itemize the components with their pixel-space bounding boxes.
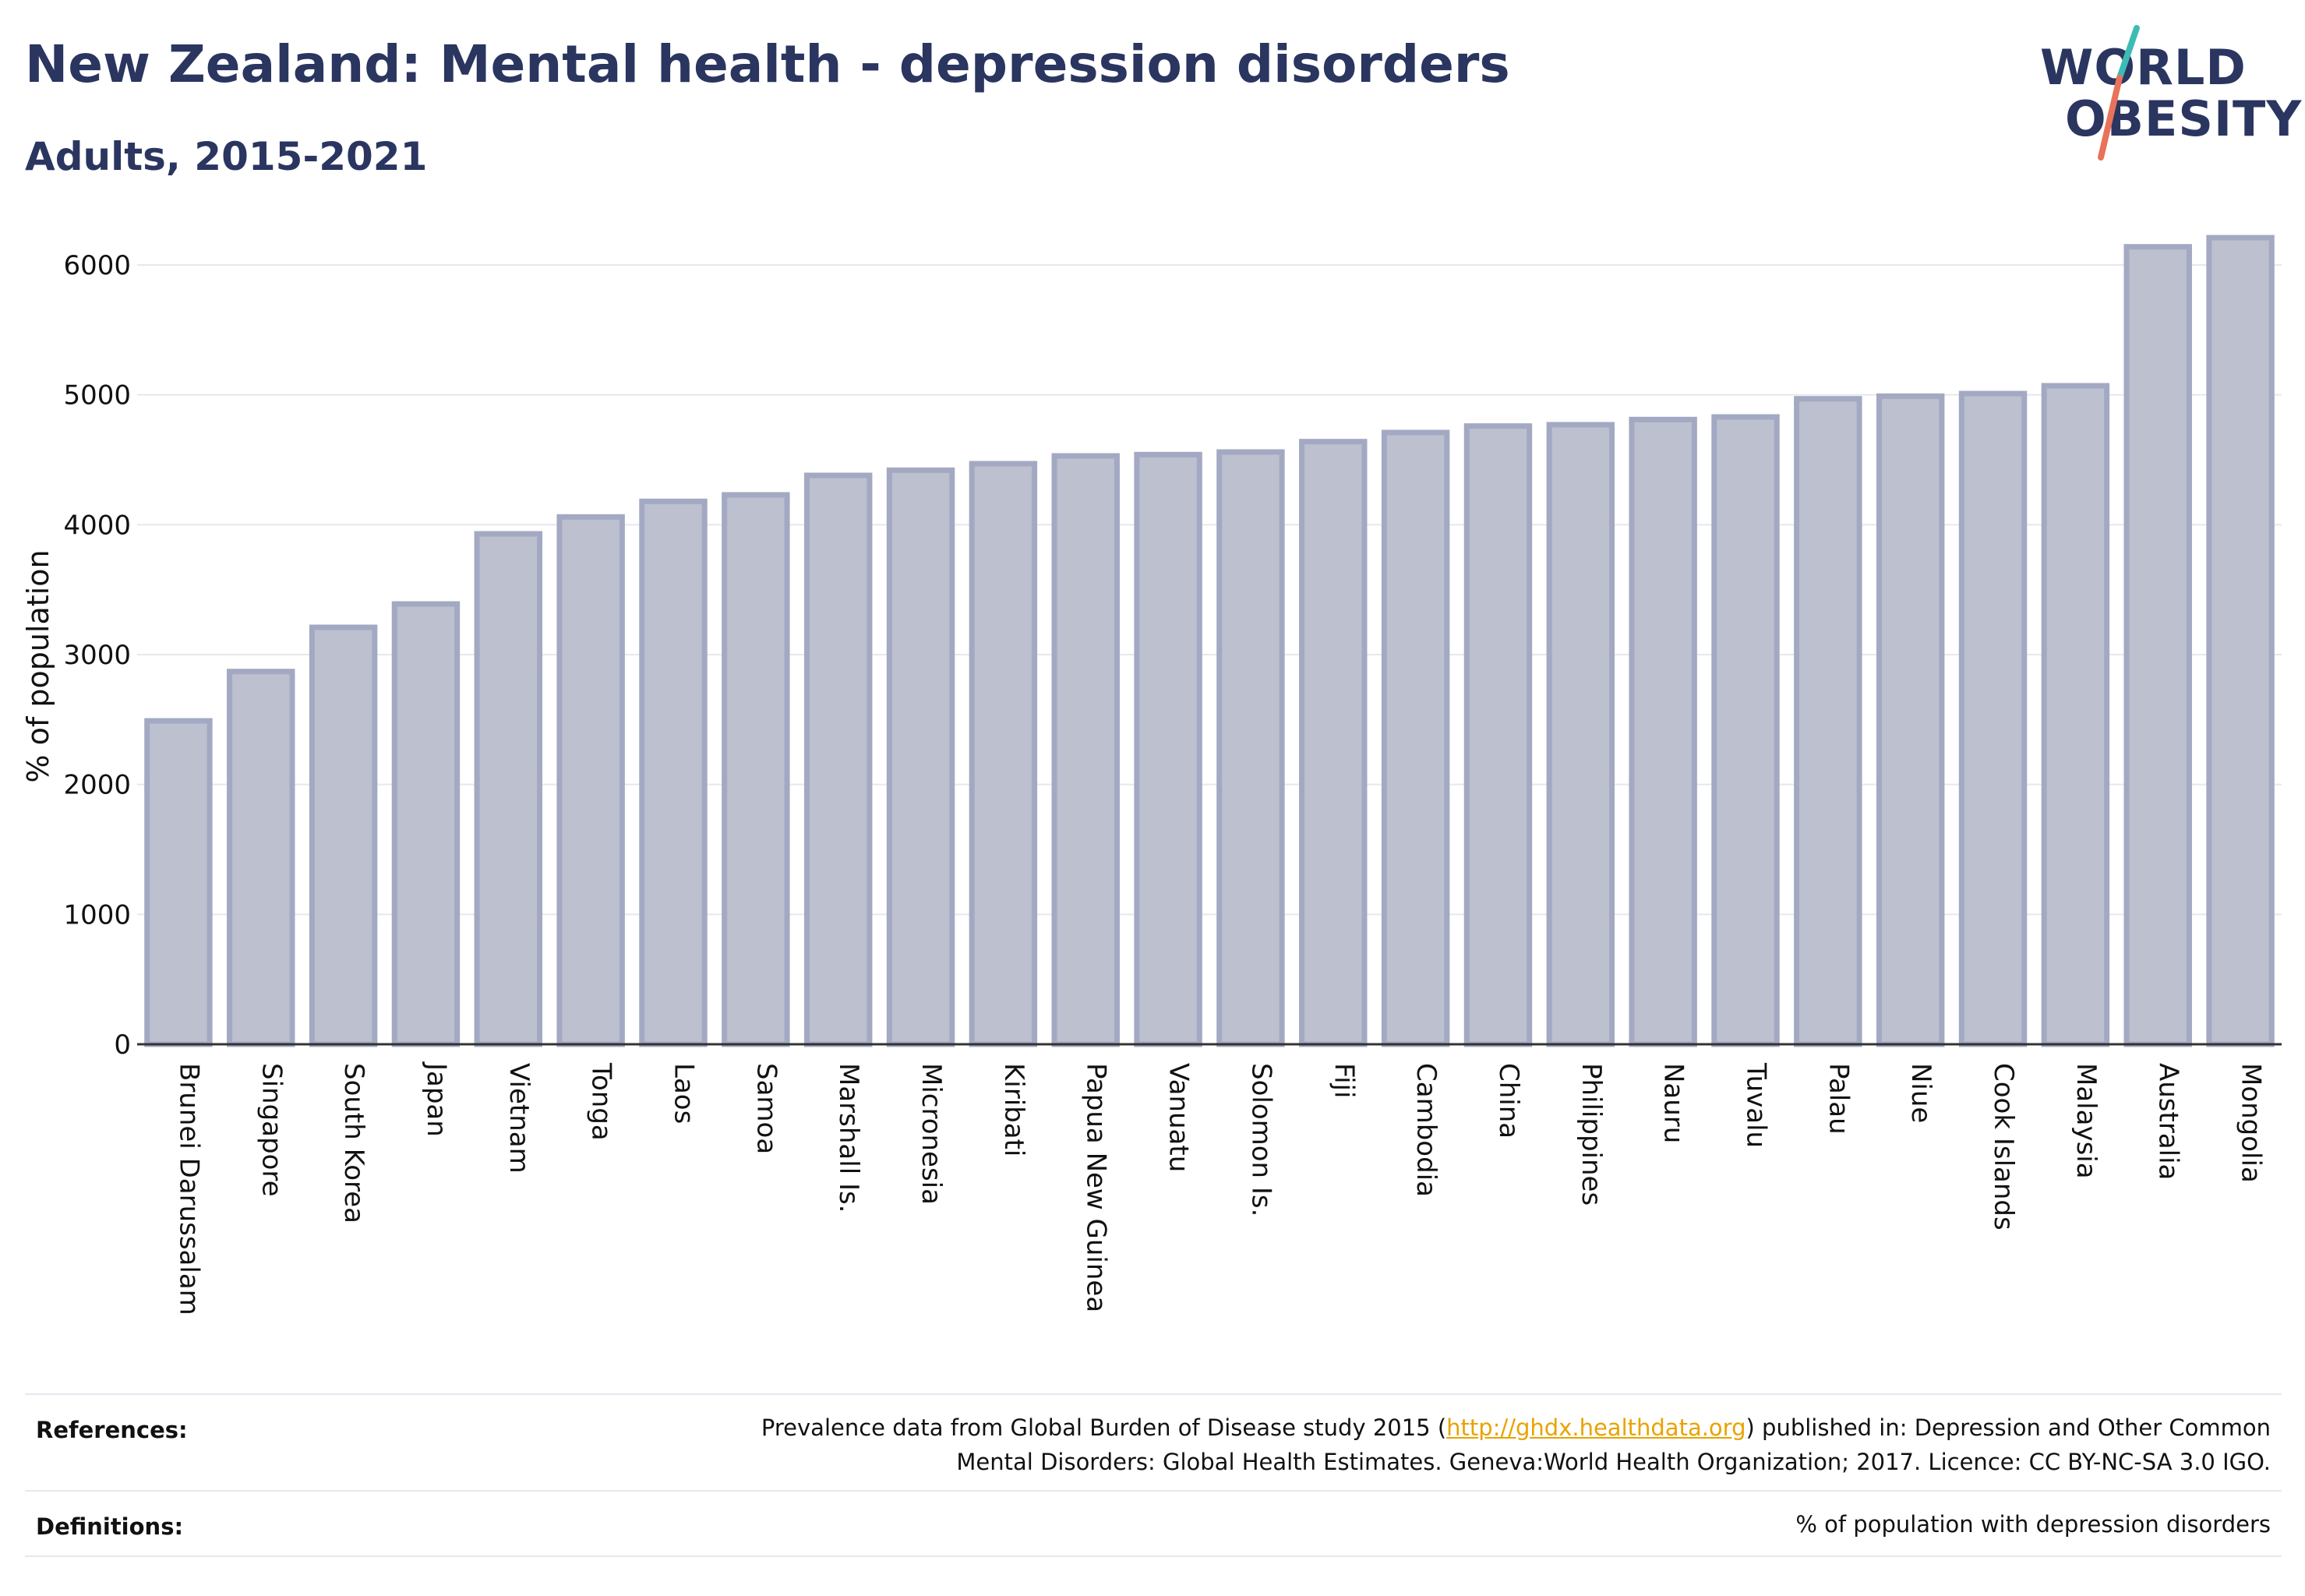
x-tick-label: Japan (421, 1061, 452, 1137)
x-tick-label: Malaysia (2070, 1063, 2102, 1179)
logo-slash-icon (2098, 25, 2140, 161)
x-tick-label: Vietnam (503, 1063, 535, 1174)
bar (1381, 429, 1450, 1047)
references-label: References: (36, 1417, 188, 1443)
footer-divider-top (25, 1393, 2282, 1395)
y-tick-label: 0 (114, 1029, 131, 1061)
x-tick-label: China (1493, 1063, 1524, 1139)
x-tick-label: Fiji (1328, 1063, 1359, 1098)
x-tick-label: Mongolia (2236, 1063, 2267, 1183)
references-pre: Prevalence data from Global Burden of Di… (761, 1414, 1447, 1441)
bar (1958, 390, 2028, 1047)
bars (144, 235, 2275, 1047)
x-tick-label: Micronesia (916, 1063, 947, 1205)
bar (1629, 416, 1697, 1047)
x-axis-labels: Brunei Darussalam Singapore South Korea Jap… (173, 1061, 2266, 1315)
x-tick-label: Vanuatu (1163, 1063, 1195, 1172)
x-tick-label: Australia (2153, 1063, 2184, 1180)
y-tick-label: 4000 (63, 510, 131, 541)
x-tick-label: Singapore (256, 1063, 287, 1197)
bar (2041, 383, 2110, 1047)
y-tick-label: 2000 (63, 770, 131, 801)
bar (1463, 423, 1533, 1047)
bar (2206, 235, 2275, 1047)
bar (144, 718, 213, 1047)
x-tick-label: Philippines (1576, 1063, 1607, 1206)
footer-divider-bottom (25, 1555, 2282, 1557)
x-tick-label: Samoa (750, 1063, 782, 1154)
x-tick-label: South Korea (338, 1063, 369, 1223)
x-tick-label: Brunei Darussalam (173, 1063, 204, 1315)
x-tick-label: Papua New Guinea (1081, 1063, 1112, 1312)
x-tick-label: Palau (1823, 1063, 1854, 1135)
references-post: ) published in: Depression and Other Com… (1746, 1414, 2271, 1441)
x-tick-label: Laos (669, 1063, 700, 1124)
bar (1546, 422, 1615, 1047)
bar (474, 531, 543, 1047)
references-line-2: Mental Disorders: Global Health Estimate… (956, 1449, 2271, 1475)
x-tick-label: Tonga (586, 1062, 617, 1141)
y-tick-label: 6000 (63, 250, 131, 281)
bar (2123, 244, 2192, 1047)
x-tick-label: Nauru (1658, 1063, 1689, 1143)
footer-divider-middle (25, 1490, 2282, 1492)
bar (1134, 451, 1202, 1047)
references-section: References: Prevalence data from Global … (25, 1411, 2282, 1488)
y-axis-ticks: 0 1000 2000 3000 4000 5000 6000 (63, 250, 131, 1061)
x-tick-label: Cambodia (1410, 1063, 1442, 1197)
bar (1876, 393, 1945, 1047)
x-tick-label: Kiribati (998, 1063, 1029, 1156)
chart-title: New Zealand: Mental health - depression … (25, 34, 1510, 94)
bar-chart: 0 1000 2000 3000 4000 5000 6000 Brunei Darussa… (21, 235, 2282, 1315)
bar (1794, 396, 1862, 1047)
bar (639, 498, 708, 1047)
logo-line-1: WORLD (2040, 39, 2247, 96)
definitions-text: % of population with depression disorder… (1795, 1511, 2271, 1538)
bar (722, 492, 790, 1047)
world-obesity-logo: WORLD OBESITY (2026, 23, 2301, 164)
bar (391, 601, 461, 1047)
x-tick-label: Marshall Is. (833, 1063, 864, 1213)
bar (803, 472, 873, 1047)
y-tick-label: 3000 (63, 640, 131, 671)
x-tick-label: Niue (1905, 1063, 1936, 1123)
references-link[interactable]: http://ghdx.healthdata.org (1446, 1414, 1746, 1441)
bar (969, 461, 1038, 1047)
bar (556, 514, 625, 1047)
bar (886, 467, 955, 1047)
y-tick-label: 5000 (63, 380, 131, 411)
x-tick-label: Solomon Is. (1245, 1063, 1276, 1216)
definitions-label: Definitions: (36, 1513, 184, 1540)
bar (309, 624, 378, 1047)
bar (227, 669, 295, 1047)
chart-subtitle: Adults, 2015-2021 (25, 134, 428, 179)
bar (1711, 414, 1780, 1047)
x-tick-label: Cook Islands (1988, 1063, 2019, 1231)
bar (1051, 453, 1120, 1047)
definitions-section: Definitions: % of population with depres… (25, 1507, 2282, 1546)
bar (1216, 449, 1285, 1047)
bar (1299, 439, 1368, 1047)
y-tick-label: 1000 (63, 899, 131, 930)
y-axis-label: % of population (21, 549, 55, 782)
references-text: Prevalence data from Global Burden of Di… (761, 1411, 2271, 1479)
x-tick-label: Tuvalu (1741, 1062, 1772, 1148)
